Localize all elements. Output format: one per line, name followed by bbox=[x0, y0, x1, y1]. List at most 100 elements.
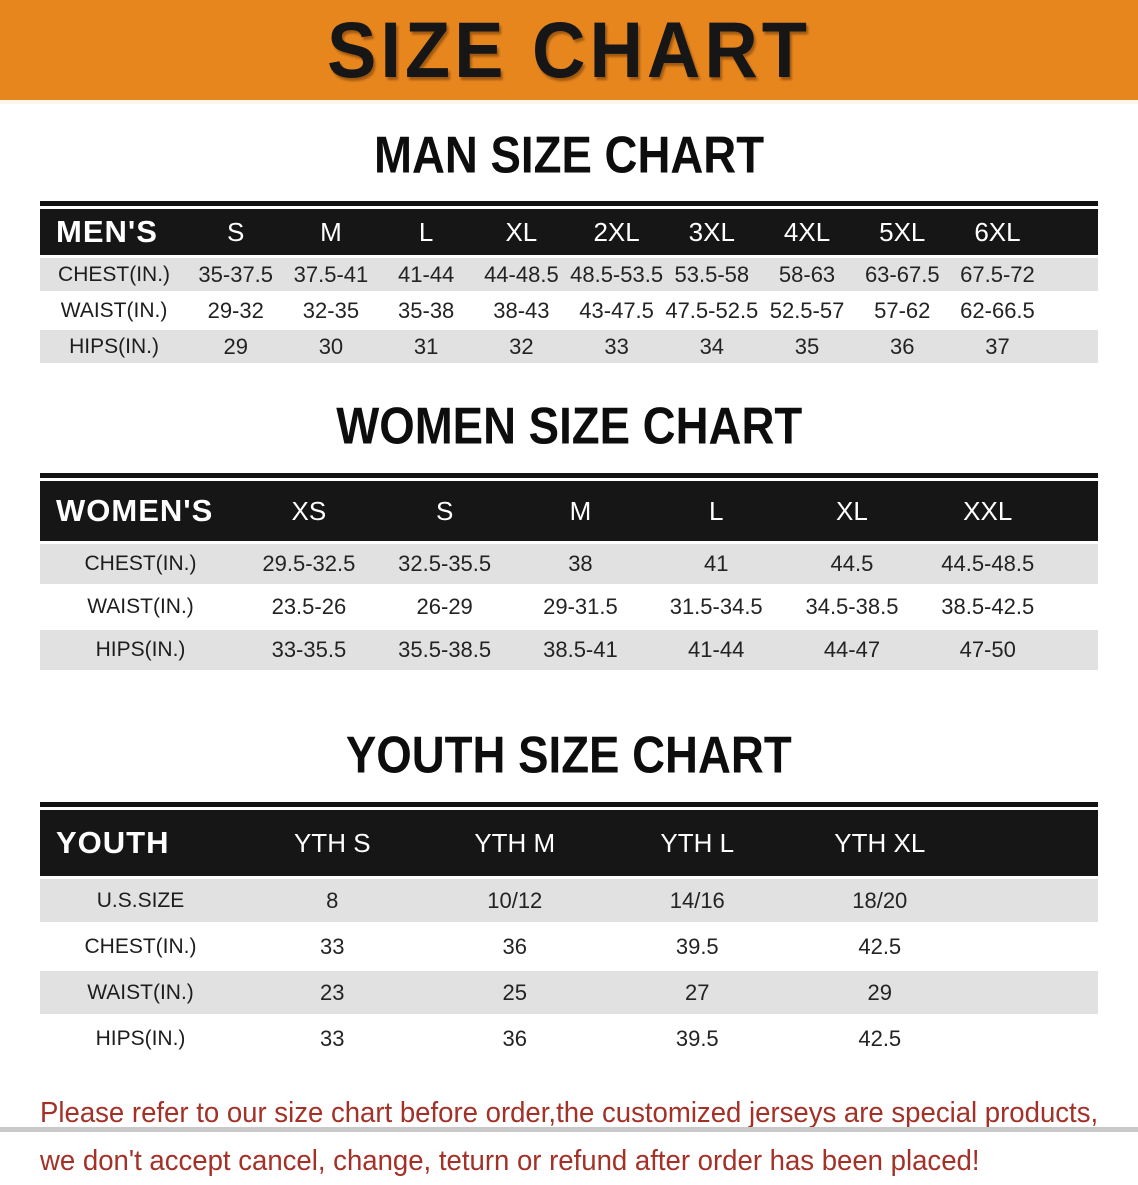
women-section-title: WOMEN SIZE CHART bbox=[0, 396, 1138, 455]
measurement-value: 57-62 bbox=[854, 294, 950, 327]
measurement-value: 41 bbox=[648, 544, 785, 584]
measurement-value: 32-35 bbox=[283, 294, 379, 327]
measurement-value: 33 bbox=[241, 925, 424, 968]
measurement-value: 35-38 bbox=[378, 294, 474, 327]
measurement-value: 32 bbox=[473, 330, 569, 363]
row-filler bbox=[971, 879, 1098, 922]
measurement-value: 37.5-41 bbox=[283, 258, 379, 291]
row-filler bbox=[1055, 544, 1098, 584]
row-filler bbox=[971, 1017, 1098, 1060]
size-column-header: S bbox=[188, 209, 284, 255]
measurement-value: 23.5-26 bbox=[241, 587, 377, 627]
table-group-label: MEN'S bbox=[40, 209, 189, 255]
measurement-row: WAIST(IN.) 23 25 27 29 bbox=[40, 971, 1098, 1014]
measurement-value: 42.5 bbox=[788, 1017, 972, 1060]
measurement-value: 53.5-58 bbox=[664, 258, 760, 291]
size-column-header: XS bbox=[241, 481, 377, 541]
measurement-value: 18/20 bbox=[788, 879, 972, 922]
measurement-value: 33-35.5 bbox=[241, 630, 377, 670]
size-column-header: 2XL bbox=[568, 209, 665, 255]
measurement-value: 36 bbox=[854, 330, 950, 363]
size-table-header-row: MEN'S S M L XL 2XL 3XL 4XL 5XL 6XL bbox=[40, 209, 1098, 255]
size-column-header: 6XL bbox=[949, 209, 1046, 255]
size-column-header: M bbox=[283, 209, 379, 255]
measurement-value: 27 bbox=[606, 971, 789, 1014]
women-size-table-grid: WOMEN'S XS S M L XL XXL CHEST(IN.) 29.5-32.5 32.5… bbox=[40, 473, 1098, 673]
table-group-label: YOUTH bbox=[40, 810, 242, 876]
measurement-value: 41-44 bbox=[378, 258, 474, 291]
measurement-value: 48.5-53.5 bbox=[568, 258, 665, 291]
measurement-row-label: HIPS(IN.) bbox=[40, 330, 189, 363]
youth-size-table: YOUTH YTH S YTH M YTH L YTH XL U.S.SIZE 8 10/12… bbox=[40, 802, 1098, 1063]
size-column-header: L bbox=[648, 481, 785, 541]
bottom-edge-divider bbox=[0, 1127, 1138, 1132]
measurement-value: 31 bbox=[378, 330, 474, 363]
size-column-header: YTH S bbox=[241, 810, 424, 876]
header-filler bbox=[1055, 481, 1098, 541]
men-size-table: MEN'S S M L XL 2XL 3XL 4XL 5XL 6XL CHEST(IN.) 35-37… bbox=[40, 201, 1098, 366]
size-chart-banner: SIZE CHART bbox=[0, 0, 1138, 104]
measurement-value: 36 bbox=[423, 1017, 607, 1060]
measurement-row: CHEST(IN.) 29.5-32.5 32.5-35.5 38 41 44.5 44.5… bbox=[40, 544, 1098, 584]
measurement-row-label: CHEST(IN.) bbox=[40, 925, 242, 968]
measurement-value: 63-67.5 bbox=[854, 258, 950, 291]
disclaimer-line-2: we don't accept cancel, change, teturn o… bbox=[40, 1145, 980, 1178]
measurement-value: 41-44 bbox=[648, 630, 785, 670]
youth-size-table-grid: YOUTH YTH S YTH M YTH L YTH XL U.S.SIZE 8 10/12… bbox=[40, 802, 1098, 1063]
measurement-value: 32.5-35.5 bbox=[376, 544, 513, 584]
measurement-value: 29.5-32.5 bbox=[241, 544, 377, 584]
row-filler bbox=[971, 971, 1098, 1014]
size-column-header: 5XL bbox=[854, 209, 950, 255]
measurement-row-label: WAIST(IN.) bbox=[40, 587, 242, 627]
row-filler bbox=[1045, 294, 1098, 327]
size-column-header: YTH XL bbox=[788, 810, 972, 876]
measurement-value: 38.5-41 bbox=[512, 630, 649, 670]
measurement-value: 47-50 bbox=[919, 630, 1056, 670]
size-column-header: XL bbox=[473, 209, 569, 255]
size-table-header-row: YOUTH YTH S YTH M YTH L YTH XL bbox=[40, 810, 1098, 876]
disclaimer-text: Please refer to our size chart before or… bbox=[40, 1089, 1098, 1185]
measurement-value: 23 bbox=[241, 971, 424, 1014]
measurement-row-label: HIPS(IN.) bbox=[40, 1017, 242, 1060]
size-column-header: YTH M bbox=[423, 810, 607, 876]
measurement-row: WAIST(IN.) 29-32 32-35 35-38 38-43 43-47.5 47.… bbox=[40, 294, 1098, 327]
measurement-value: 29-31.5 bbox=[512, 587, 649, 627]
measurement-value: 42.5 bbox=[788, 925, 972, 968]
youth-section-title: YOUTH SIZE CHART bbox=[0, 725, 1138, 784]
measurement-value: 38.5-42.5 bbox=[919, 587, 1056, 627]
measurement-value: 62-66.5 bbox=[949, 294, 1046, 327]
banner-title: SIZE CHART bbox=[327, 5, 811, 94]
table-group-label: WOMEN'S bbox=[40, 481, 242, 541]
measurement-value: 47.5-52.5 bbox=[664, 294, 760, 327]
measurement-value: 29-32 bbox=[188, 294, 284, 327]
measurement-value: 14/16 bbox=[606, 879, 789, 922]
measurement-row: HIPS(IN.) 29 30 31 32 33 34 35 36 37 bbox=[40, 330, 1098, 363]
measurement-value: 30 bbox=[283, 330, 379, 363]
measurement-value: 44.5-48.5 bbox=[919, 544, 1056, 584]
row-filler bbox=[1045, 258, 1098, 291]
women-section-title-text: WOMEN SIZE CHART bbox=[335, 396, 802, 455]
size-column-header: 3XL bbox=[664, 209, 760, 255]
measurement-value: 43-47.5 bbox=[568, 294, 665, 327]
measurement-value: 52.5-57 bbox=[759, 294, 855, 327]
measurement-row-label: WAIST(IN.) bbox=[40, 971, 242, 1014]
measurement-value: 44.5 bbox=[784, 544, 920, 584]
measurement-value: 39.5 bbox=[606, 1017, 789, 1060]
measurement-value: 26-29 bbox=[376, 587, 513, 627]
measurement-row-label: WAIST(IN.) bbox=[40, 294, 189, 327]
measurement-value: 33 bbox=[568, 330, 665, 363]
size-column-header: YTH L bbox=[606, 810, 789, 876]
measurement-value: 29 bbox=[188, 330, 284, 363]
size-table-header-row: WOMEN'S XS S M L XL XXL bbox=[40, 481, 1098, 541]
measurement-row: HIPS(IN.) 33-35.5 35.5-38.5 38.5-41 41-44 44-… bbox=[40, 630, 1098, 670]
youth-section-title-text: YOUTH SIZE CHART bbox=[346, 725, 792, 784]
measurement-value: 36 bbox=[423, 925, 607, 968]
size-column-header: L bbox=[378, 209, 474, 255]
header-filler bbox=[1045, 209, 1098, 255]
size-column-header: XXL bbox=[919, 481, 1056, 541]
size-column-header: M bbox=[512, 481, 649, 541]
measurement-value: 34.5-38.5 bbox=[784, 587, 920, 627]
measurement-row-label: CHEST(IN.) bbox=[40, 544, 242, 584]
measurement-value: 44-47 bbox=[784, 630, 920, 670]
measurement-value: 35 bbox=[759, 330, 855, 363]
